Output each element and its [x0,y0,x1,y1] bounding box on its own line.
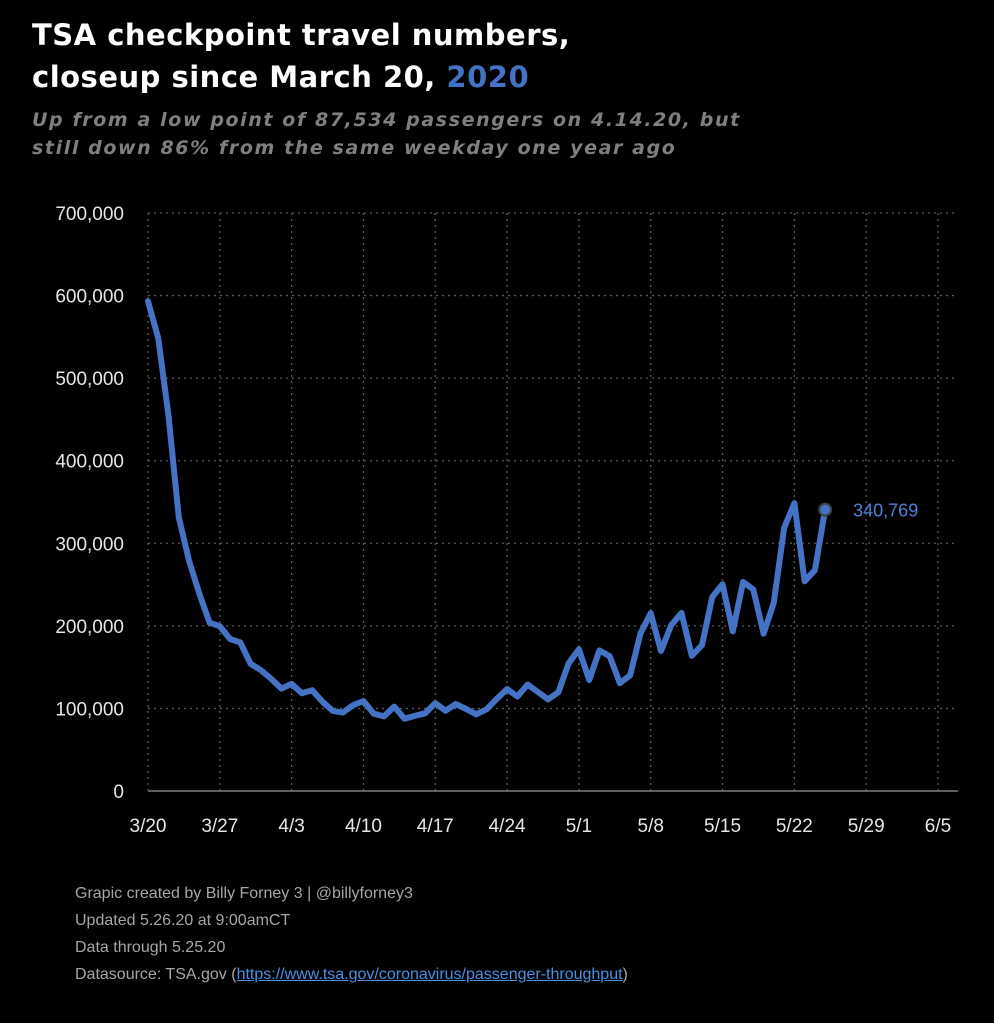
y-tick-label: 600,000 [55,287,124,308]
last-point-label: 340,769 [853,501,918,521]
source-link[interactable]: https://www.tsa.gov/coronavirus/passenge… [236,966,623,983]
y-tick-label: 200,000 [55,617,124,638]
x-tick-label: 4/3 [278,816,304,837]
x-tick-label: 5/29 [848,816,885,837]
footer-updated: Updated 5.26.20 at 9:00amCT [75,912,291,929]
chart-title: TSA checkpoint travel numbers, closeup s… [32,14,570,98]
y-tick-label: 500,000 [55,369,124,390]
x-tick-label: 4/24 [489,816,526,837]
y-tick-label: 0 [113,782,124,803]
x-tick-label: 6/5 [925,816,951,837]
source-prefix: Datasource: TSA.gov ( [75,966,237,983]
y-tick-label: 100,000 [55,699,124,720]
y-tick-label: 300,000 [55,534,124,555]
title-line-1: TSA checkpoint travel numbers, [32,18,571,52]
footer: Grapic created by Billy Forney 3 | @bill… [75,880,628,988]
source-suffix: ) [622,966,628,983]
chart-subtitle: Up from a low point of 87,534 passengers… [32,106,741,162]
title-line-2: closeup since March 20, 2020 [32,56,570,98]
x-tick-label: 3/27 [201,816,238,837]
x-tick-label: 5/22 [776,816,813,837]
x-tick-label: 4/17 [417,816,454,837]
y-tick-label: 400,000 [55,452,124,473]
x-tick-label: 5/15 [704,816,741,837]
footer-credit: Grapic created by Billy Forney 3 | @bill… [75,885,413,902]
title-line-2-text: closeup since March 20, [32,60,447,94]
subtitle-line-2: still down 86% from the same weekday one… [32,137,677,159]
x-tick-label: 5/8 [638,816,664,837]
last-point-marker [818,502,833,517]
title-year: 2020 [446,60,530,94]
footer-data-through: Data through 5.25.20 [75,939,226,956]
x-tick-label: 3/20 [130,816,167,837]
x-tick-label: 5/1 [566,816,592,837]
subtitle-line-1: Up from a low point of 87,534 passengers… [32,109,741,131]
x-tick-label: 4/10 [345,816,382,837]
y-tick-label: 700,000 [55,204,124,225]
footer-source: Datasource: TSA.gov (https://www.tsa.gov… [75,961,628,988]
series-line-passengers [145,298,829,722]
